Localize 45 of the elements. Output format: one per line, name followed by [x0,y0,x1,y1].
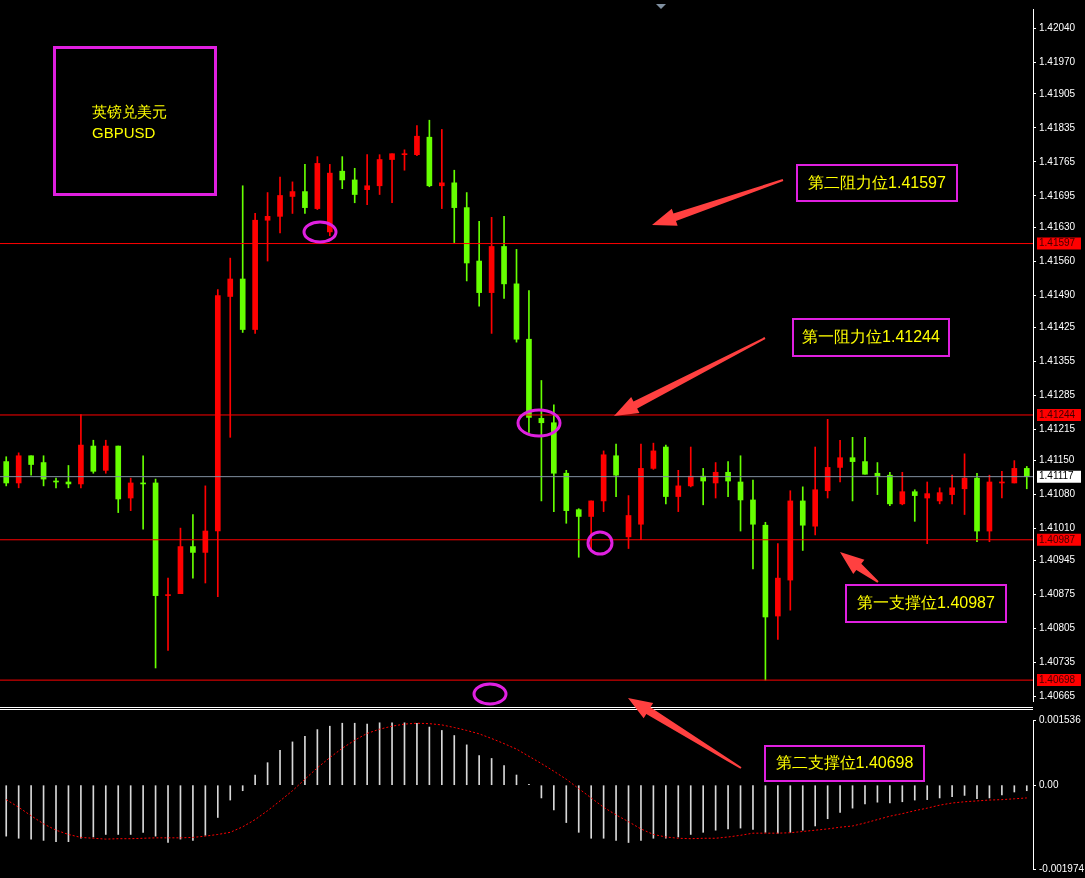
y-tick-label: 1.41285 [1039,388,1076,400]
y-tick-label: 1.40945 [1039,553,1076,565]
annotation: 第一阻力位1.41244 [792,318,950,357]
ref-line-label: 1.40698 [1039,673,1076,685]
y-tick-label: 1.42040 [1039,22,1076,34]
y-tick-label: 1.41970 [1039,56,1076,68]
y-tick-label: -0.001974 [1039,862,1085,874]
annotation: 第二支撑位1.40698 [764,745,925,782]
annotation: 第二阻力位1.41597 [796,164,958,202]
text: GBPUSD [92,124,156,141]
ref-line-label: 1.41244 [1039,408,1076,420]
y-tick-label: 1.41905 [1039,87,1076,99]
y-tick-label: 1.41490 [1039,289,1076,301]
y-tick-label: 0.001536 [1039,713,1082,725]
y-tick-label: 1.40875 [1039,587,1076,599]
ref-line-label: 1.41597 [1039,237,1076,249]
y-tick-label: 1.41630 [1039,221,1076,233]
candlestick [165,577,171,651]
ref-line-label: 1.40987 [1039,533,1076,545]
y-tick-label: 1.41150 [1039,454,1075,466]
candlestick [389,153,395,204]
y-tick-label: 1.41765 [1039,155,1076,167]
candlestick [575,508,582,558]
y-tick-label: 1.41835 [1039,121,1076,133]
y-tick-label: 1.40665 [1039,689,1076,701]
line-series [5,722,1028,840]
y-tick-label: 1.41560 [1039,255,1076,267]
candlestick [911,489,918,522]
y-tick-label: 1.41080 [1039,488,1076,500]
y-tick-label: 1.41695 [1039,189,1076,201]
y-tick-label: 1.41355 [1039,354,1076,366]
y-tick-label: 1.41010 [1039,522,1076,534]
candlestick [725,461,731,497]
text: 英镑兑美元 [92,103,167,122]
candlestick [687,446,694,488]
ref-line-label: 1.41117 [1039,470,1075,482]
y-tick-label: 1.41215 [1039,422,1076,434]
candlestick [364,154,370,206]
y-tick-label: 1.41425 [1039,320,1076,332]
annotation: 第一支撑位1.40987 [845,584,1007,623]
y-tick-label: 1.40805 [1039,621,1076,633]
candlestick [439,129,445,209]
y-tick-label: 0.00 [1039,778,1059,790]
candlestick [190,514,196,579]
y-tick-label: 1.40735 [1039,655,1076,667]
